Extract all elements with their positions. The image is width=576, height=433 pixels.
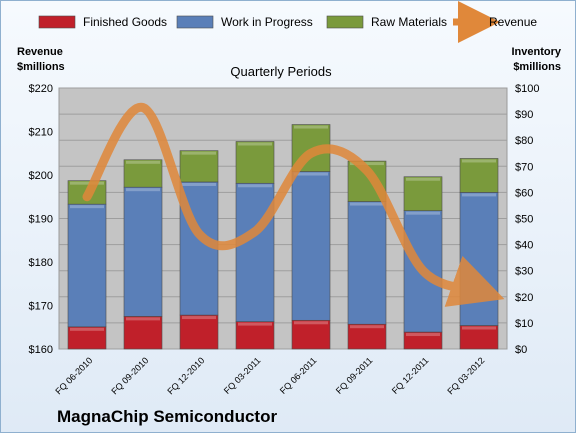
left-tick-label: $180 xyxy=(29,257,53,269)
left-tick-label: $160 xyxy=(29,344,53,356)
left-tick-label: $170 xyxy=(29,301,53,313)
bar-highlight xyxy=(462,193,496,197)
right-tick-label: $100 xyxy=(515,83,539,95)
company-name: MagnaChip Semiconductor xyxy=(57,407,277,426)
right-tick-label: $70 xyxy=(515,161,533,173)
x-tick-label: FQ 09-2010 xyxy=(109,355,150,396)
bar-work-in-progress xyxy=(123,186,163,317)
bar-highlight xyxy=(70,327,104,331)
right-tick-label: $0 xyxy=(515,344,527,356)
x-tick-label: FQ 12-2011 xyxy=(390,355,431,396)
left-tick-label: $210 xyxy=(29,127,53,139)
plot-area: $0 $10 $20 $30 $40 $50 $60 $70 $80 $90 $100 $160 $17… xyxy=(29,83,540,396)
bar-highlight xyxy=(294,321,328,325)
right-tick-label: $90 xyxy=(515,109,533,121)
bar-work-in-progress xyxy=(291,171,331,321)
bar-highlight xyxy=(462,159,496,163)
right-tick-label: $40 xyxy=(515,240,533,252)
bar-raw-materials xyxy=(403,176,443,211)
x-tick-label: FQ 03-2012 xyxy=(445,355,486,396)
bar-raw-materials xyxy=(459,158,499,193)
left-axis-label-line2: $millions xyxy=(17,61,65,73)
bar-finished-goods xyxy=(347,323,387,350)
x-tick-label: FQ 03-2011 xyxy=(222,355,263,396)
bar-work-in-progress xyxy=(67,203,107,328)
bar-highlight xyxy=(70,205,104,209)
bar-highlight xyxy=(70,181,104,185)
bar-raw-materials xyxy=(179,150,219,183)
bar-highlight xyxy=(238,184,272,188)
bar-highlight xyxy=(294,125,328,129)
bar-finished-goods xyxy=(179,314,219,350)
bar-highlight xyxy=(406,177,440,181)
right-axis-label-line2: $millions xyxy=(513,61,561,73)
legend: Finished Goods Work in Progress Raw Materi… xyxy=(38,1,537,43)
bar-highlight xyxy=(350,202,384,206)
right-tick-label: $50 xyxy=(515,214,533,226)
legend-label-revenue: Revenue xyxy=(489,15,537,29)
bar-highlight xyxy=(350,325,384,329)
bar-raw-materials xyxy=(123,159,163,188)
bar-highlight xyxy=(182,151,216,155)
legend-swatch-finished-goods xyxy=(38,15,76,29)
left-tick-label: $220 xyxy=(29,83,53,95)
bar-highlight xyxy=(182,182,216,186)
right-tick-label: $10 xyxy=(515,318,533,330)
legend-swatch-raw-materials xyxy=(326,15,364,29)
x-tick-label: FQ 06-2011 xyxy=(278,355,319,396)
bar-work-in-progress xyxy=(235,182,275,322)
bar-highlight xyxy=(126,160,160,164)
left-axis-label-line1: Revenue xyxy=(17,46,63,58)
bar-highlight xyxy=(462,326,496,330)
bar-highlight xyxy=(406,333,440,337)
bar-highlight xyxy=(350,162,384,166)
legend-label-finished-goods: Finished Goods xyxy=(83,15,167,29)
bar-highlight xyxy=(182,316,216,320)
bar-highlight xyxy=(126,317,160,321)
right-tick-label: $80 xyxy=(515,135,533,147)
right-tick-label: $30 xyxy=(515,266,533,278)
bar-raw-materials xyxy=(235,141,275,184)
legend-label-work-in-progress: Work in Progress xyxy=(221,15,313,29)
left-tick-label: $190 xyxy=(29,214,53,226)
bar-finished-goods xyxy=(123,316,163,350)
legend-swatch-work-in-progress xyxy=(176,15,214,29)
x-tick-label: FQ 12-2010 xyxy=(165,355,206,396)
bar-highlight xyxy=(406,211,440,215)
legend-label-raw-materials: Raw Materials xyxy=(371,15,447,29)
bar-highlight xyxy=(294,172,328,176)
bar-highlight xyxy=(238,142,272,146)
right-tick-label: $60 xyxy=(515,187,533,199)
bar-finished-goods xyxy=(235,321,275,350)
bar-highlight xyxy=(126,188,160,192)
revenue-line xyxy=(82,103,505,307)
x-tick-label: FQ 06-2010 xyxy=(53,355,94,396)
bar-highlight xyxy=(238,322,272,326)
bar-finished-goods xyxy=(291,319,331,350)
bar-work-in-progress xyxy=(459,192,499,326)
right-tick-label: $20 xyxy=(515,292,533,304)
left-tick-label: $200 xyxy=(29,170,53,182)
bar-work-in-progress xyxy=(347,201,387,325)
right-axis-label-line1: Inventory xyxy=(511,46,561,58)
x-tick-label: FQ 09-2011 xyxy=(334,355,375,396)
chart-title: Quarterly Periods xyxy=(230,64,332,79)
